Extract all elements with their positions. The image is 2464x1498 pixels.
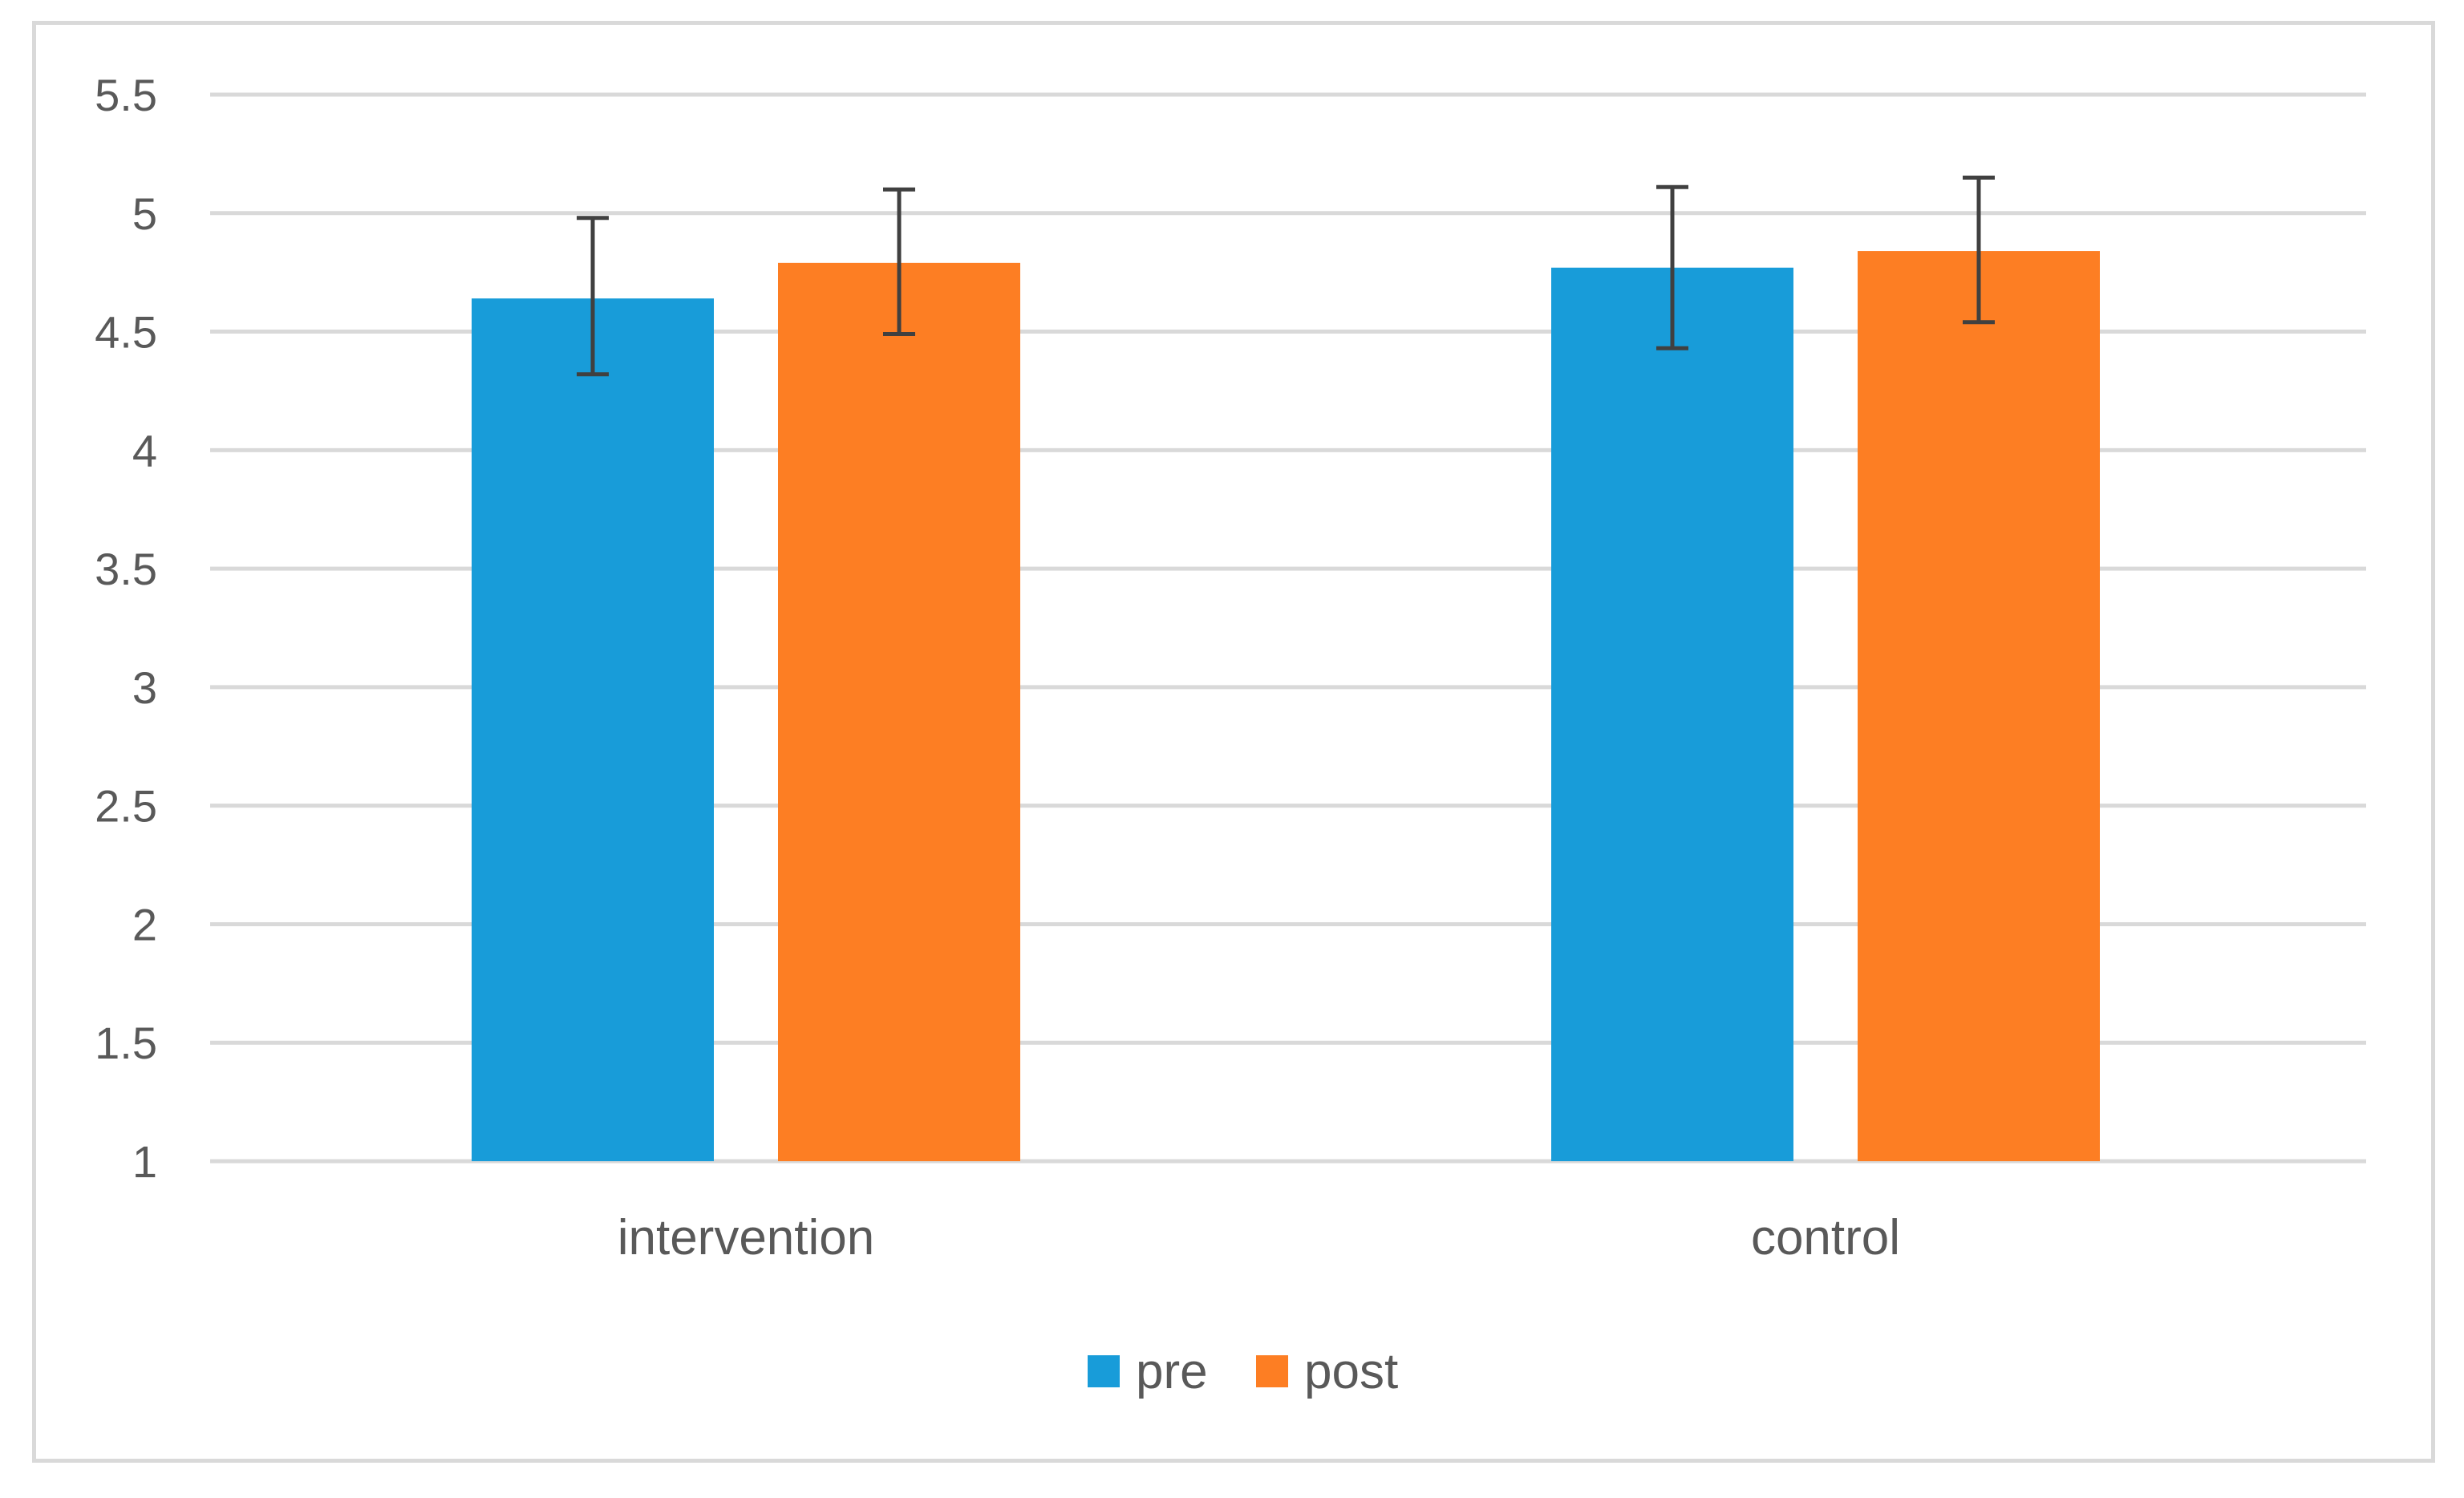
y-tick-label: 2.5: [95, 781, 157, 832]
legend-item-pre: pre: [1088, 1344, 1208, 1399]
error-bar-post-control: [1963, 175, 1995, 325]
y-tick-label: 3: [132, 662, 157, 713]
bar-pre-intervention: [472, 298, 714, 1162]
bars: [472, 251, 2100, 1162]
x-axis-categories: intervention control: [618, 1210, 1900, 1265]
y-axis-ticks: 1 1.5 2 2.5 3 3.5 4 4.5 5 5.5: [95, 70, 157, 1187]
y-tick-label: 5: [132, 188, 157, 239]
legend-swatch: [1088, 1355, 1120, 1387]
bar-pre-control: [1551, 267, 1793, 1161]
y-tick-label: 5.5: [95, 70, 157, 120]
legend-label: post: [1304, 1344, 1398, 1399]
bar-post-intervention: [778, 262, 1020, 1161]
y-tick-label: 4.5: [95, 307, 157, 358]
error-bar-pre-intervention: [577, 216, 609, 377]
bar-post-control: [1858, 251, 2100, 1162]
error-bar-post-intervention: [883, 187, 915, 337]
error-bar-pre-control: [1656, 184, 1688, 350]
x-category-label: intervention: [618, 1210, 875, 1265]
y-tick-label: 1.5: [95, 1018, 157, 1068]
y-tick-label: 2: [132, 899, 157, 949]
y-tick-label: 1: [132, 1136, 157, 1187]
y-tick-label: 3.5: [95, 544, 157, 594]
legend: pre post: [1088, 1344, 1398, 1399]
legend-item-post: post: [1256, 1344, 1398, 1399]
x-category-label: control: [1751, 1210, 1900, 1265]
legend-swatch: [1256, 1355, 1288, 1387]
y-tick-label: 4: [132, 425, 157, 476]
error-bars: [577, 175, 1995, 377]
legend-label: pre: [1136, 1344, 1208, 1399]
